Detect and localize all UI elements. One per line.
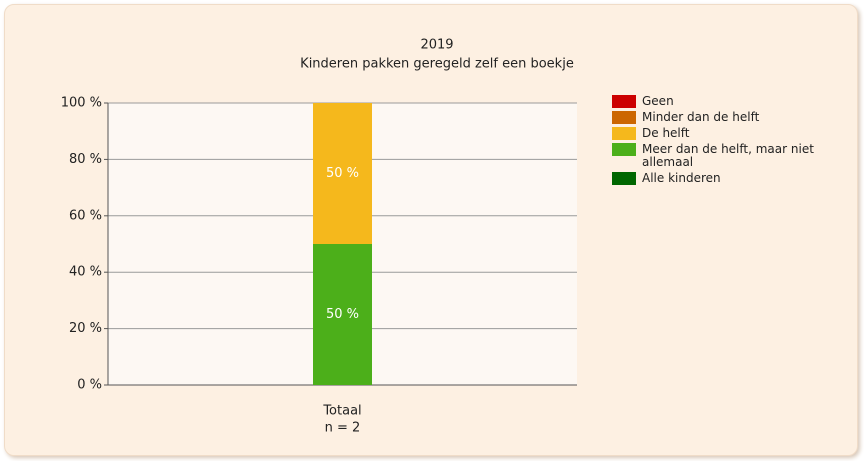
x-tick-note: n = 2 <box>325 421 361 436</box>
legend-swatch <box>612 143 636 156</box>
bar-segment <box>313 244 372 385</box>
value-label: 50 % <box>326 166 359 181</box>
legend-item: Alle kinderen <box>612 172 852 185</box>
y-tick-label: 100 % <box>61 96 102 111</box>
y-tick-label: 80 % <box>69 152 102 167</box>
legend-swatch <box>612 172 636 185</box>
legend-item: Minder dan de helft <box>612 111 852 124</box>
legend-swatch <box>612 127 636 140</box>
legend-label: Meer dan de helft, maar niet allemaal <box>642 142 814 169</box>
chart-title: 2019 <box>420 38 453 53</box>
value-label: 50 % <box>326 307 359 322</box>
legend-item: Geen <box>612 95 852 108</box>
chart-subtitle: Kinderen pakken geregeld zelf een boekje <box>300 57 574 72</box>
legend-swatch <box>612 95 636 108</box>
y-tick-label: 40 % <box>69 265 102 280</box>
y-tick-label: 60 % <box>69 208 102 223</box>
legend-item: Meer dan de helft, maar niet allemaal <box>612 143 852 169</box>
legend-label: Geen <box>642 94 674 108</box>
legend: Geen Minder dan de helft De helft Meer dan … <box>612 95 852 188</box>
y-tick-label: 0 % <box>77 378 102 393</box>
y-tick-label: 20 % <box>69 321 102 336</box>
bar-segment <box>313 103 372 244</box>
legend-label: Alle kinderen <box>642 171 721 185</box>
legend-item: De helft <box>612 127 852 140</box>
legend-label: De helft <box>642 126 690 140</box>
x-tick-label: Totaal <box>322 404 361 419</box>
legend-label: Minder dan de helft <box>642 110 760 124</box>
legend-swatch <box>612 111 636 124</box>
